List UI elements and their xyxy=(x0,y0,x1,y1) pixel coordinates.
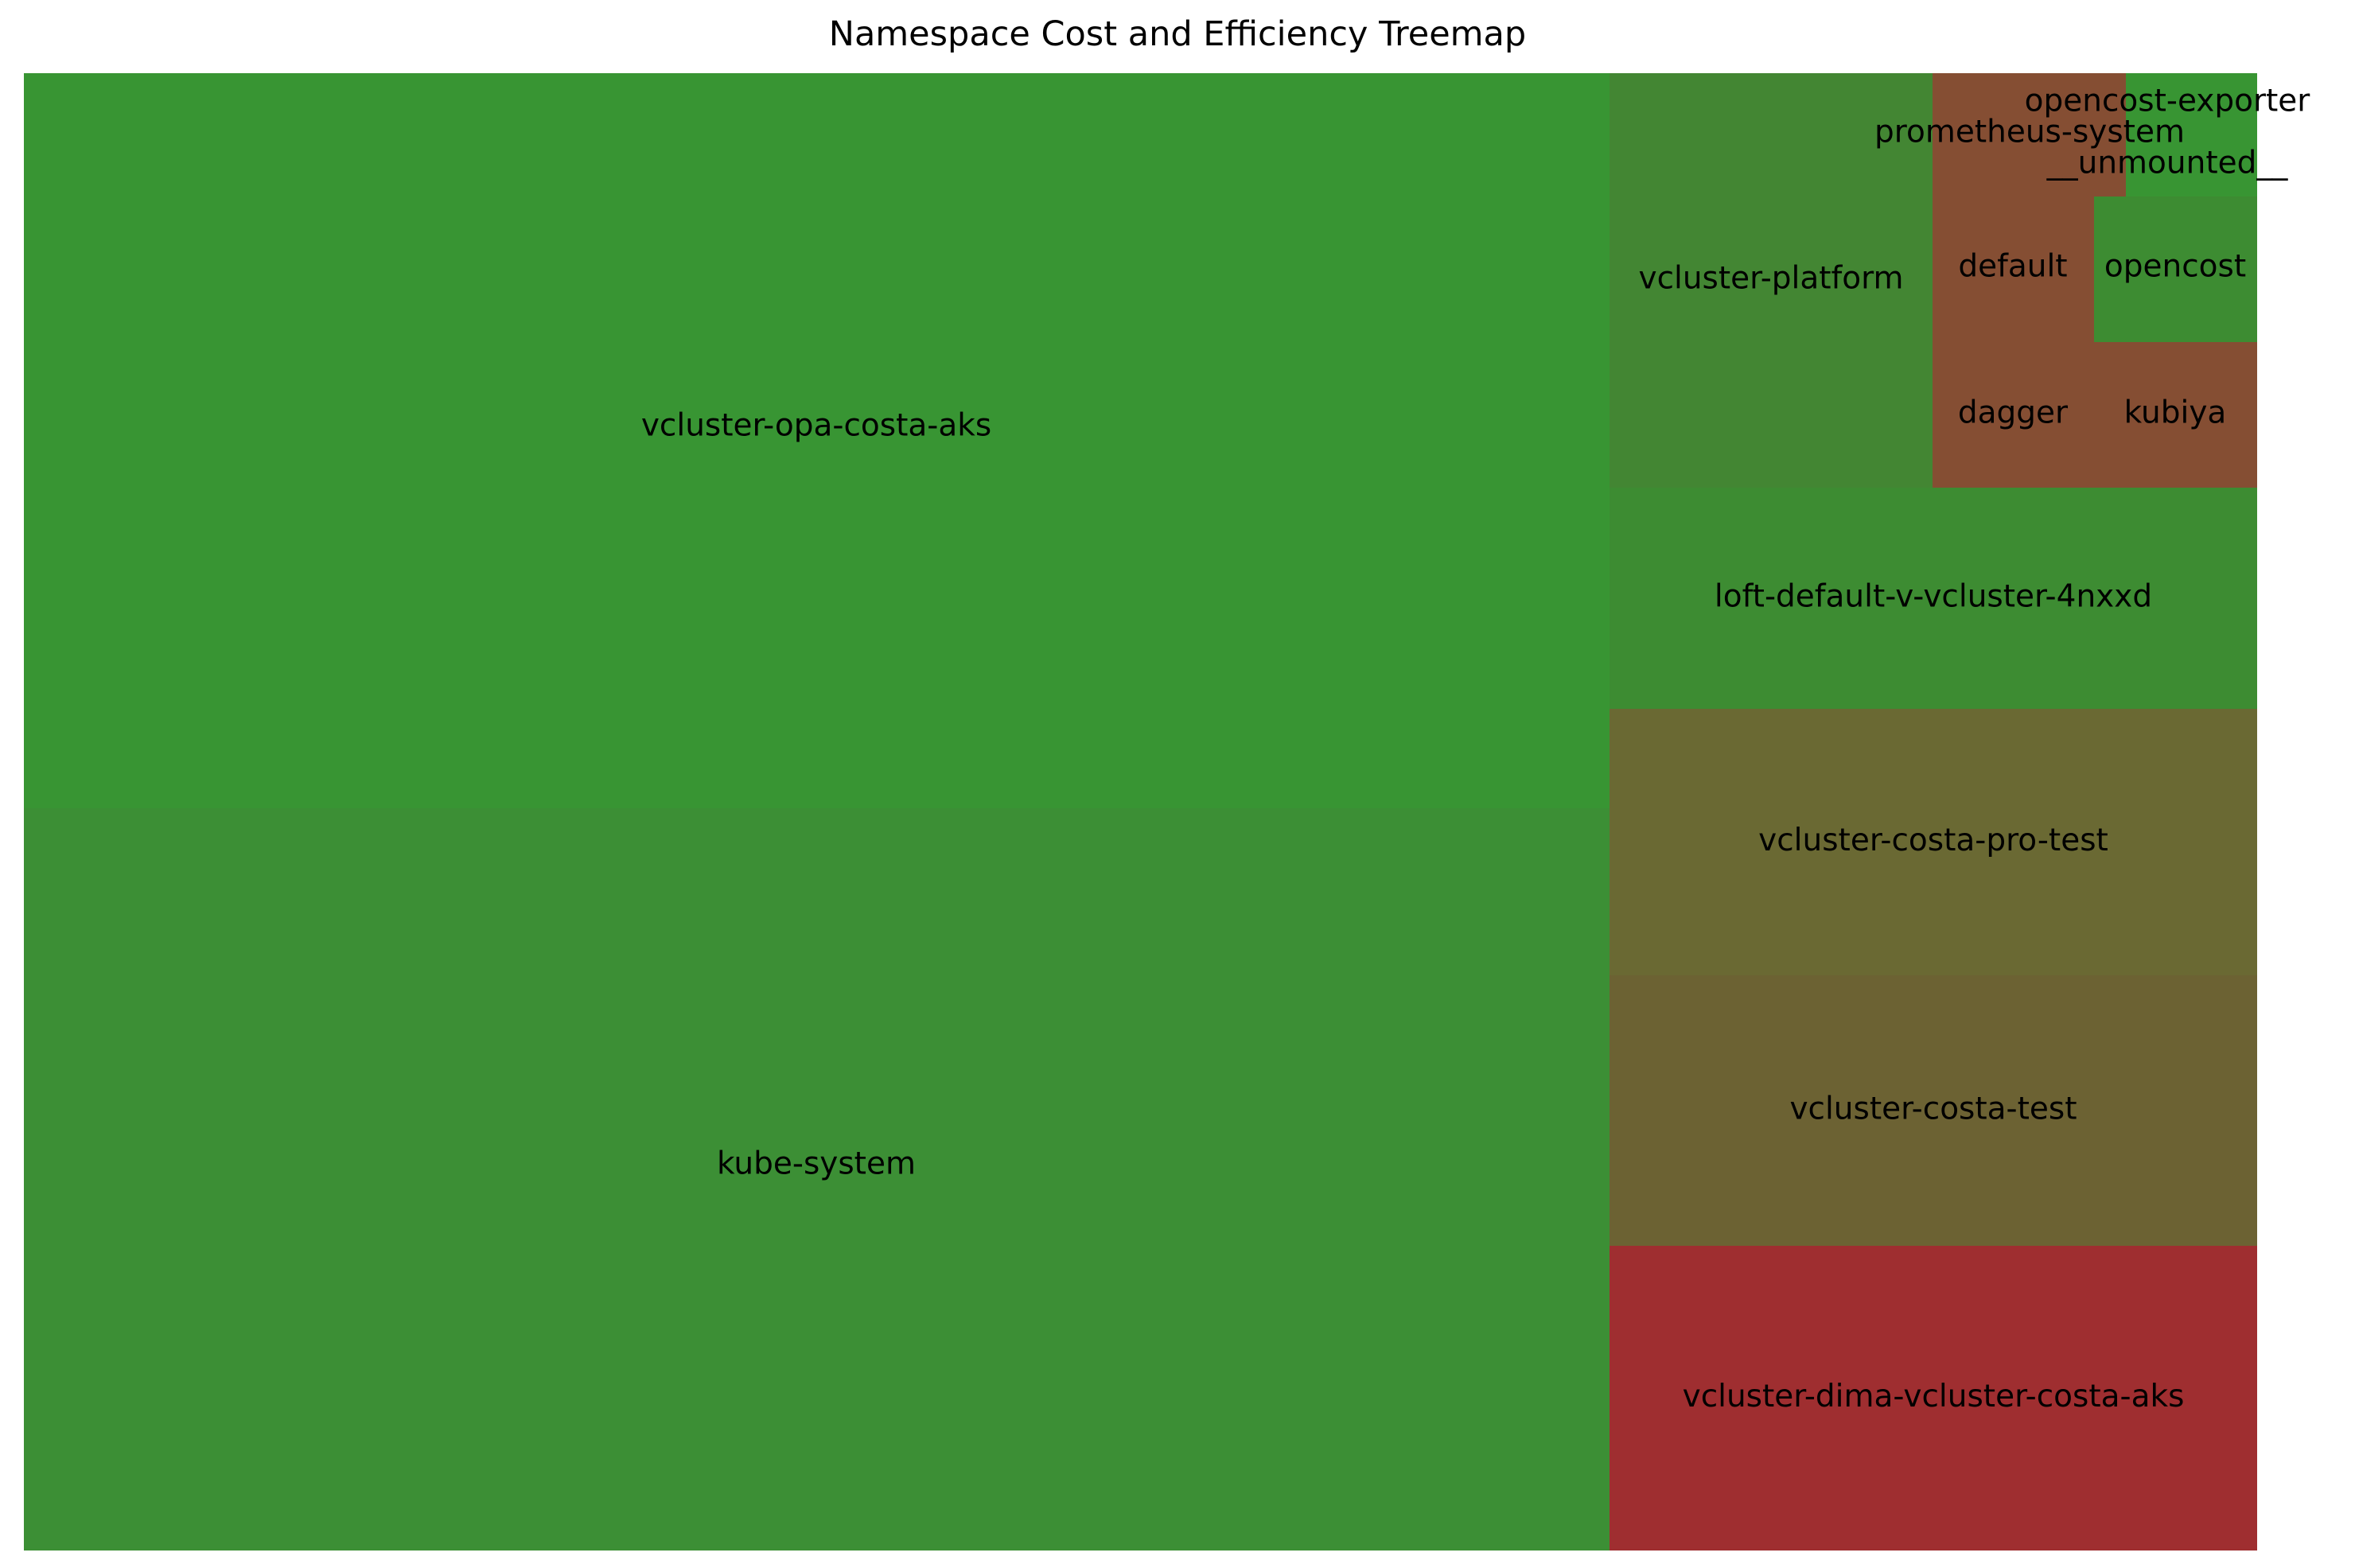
tile-vcluster-dima-vcluster-costa-aks xyxy=(1610,1246,2257,1550)
chart-title: Namespace Cost and Efficiency Treemap xyxy=(828,14,1527,54)
tile-vcluster-costa-test xyxy=(1610,975,2257,1246)
tile-label-vcluster-opa-costa-aks: vcluster-opa-costa-aks xyxy=(641,408,991,444)
tile-label-kube-system: kube-system xyxy=(717,1146,916,1182)
tile-default xyxy=(1933,196,2094,342)
tile-vcluster-opa-costa-aks xyxy=(24,73,1610,808)
tile-loft-default-v-vcluster-4nxxd xyxy=(1610,488,2257,709)
tile-label-vcluster-platform: vcluster-platform xyxy=(1638,261,1903,297)
tile-dagger xyxy=(1933,342,2094,488)
tile-opencost-exporter xyxy=(2126,73,2257,194)
tile-label-vcluster-costa-pro-test: vcluster-costa-pro-test xyxy=(1758,823,2108,858)
tile-label-opencost-exporter: opencost-exporter xyxy=(2025,84,2311,119)
tile-label-dagger: dagger xyxy=(1958,395,2069,431)
tile-vcluster-platform xyxy=(1610,73,1933,488)
tile-kube-system xyxy=(24,808,1610,1550)
tile-kubiya xyxy=(2094,342,2257,488)
tile-label-default: default xyxy=(1958,249,2067,285)
tile-prometheus-system xyxy=(1933,73,2126,196)
tile-label-kubiya: kubiya xyxy=(2124,395,2227,431)
tile-opencost xyxy=(2094,196,2257,342)
tile-label-vcluster-dima-vcluster-costa-aks: vcluster-dima-vcluster-costa-aks xyxy=(1683,1379,2185,1414)
tile-unmounted xyxy=(2126,194,2257,196)
tile-vcluster-costa-pro-test xyxy=(1610,709,2257,975)
tile-label-prometheus-system: prometheus-system xyxy=(1874,115,2185,150)
tile-label-opencost: opencost xyxy=(2104,249,2246,285)
tile-label-unmounted: __unmounted__ xyxy=(2046,146,2288,181)
tile-label-vcluster-costa-test: vcluster-costa-test xyxy=(1789,1091,2077,1127)
tile-label-loft-default-v-vcluster-4nxxd: loft-default-v-vcluster-4nxxd xyxy=(1715,579,2152,615)
